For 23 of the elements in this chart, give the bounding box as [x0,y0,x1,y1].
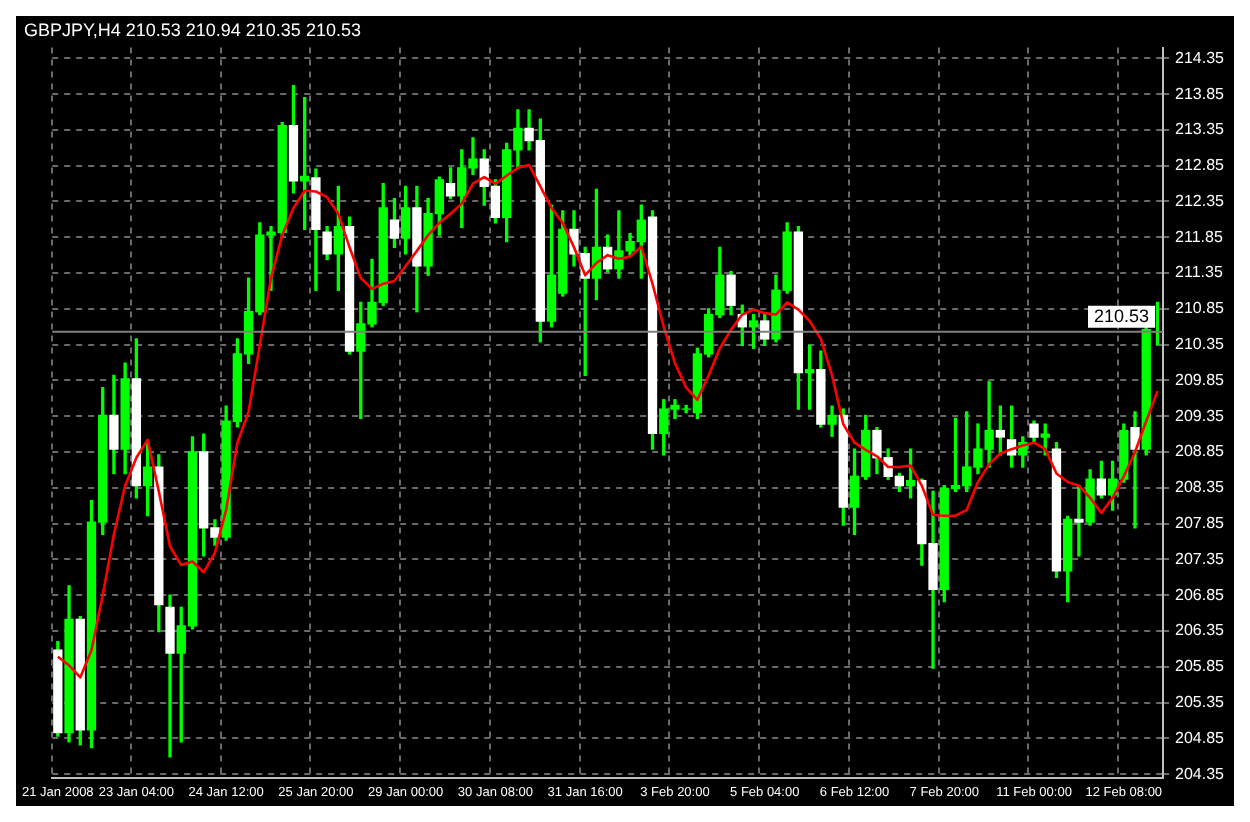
y-tick-label: 213.35 [1175,120,1226,139]
y-tick-label: 208.35 [1175,478,1226,497]
y-tick-label: 210.85 [1175,299,1226,318]
y-tick-label: 211.35 [1175,263,1224,282]
y-tick-label: 212.35 [1175,191,1226,210]
y-tick-label: 205.35 [1175,692,1226,711]
y-tick-label: 207.35 [1175,549,1226,568]
y-tick-label: 209.35 [1175,406,1226,425]
y-tick-label: 206.85 [1175,585,1226,604]
chart-title: GBPJPY,H4 210.53 210.94 210.35 210.53 [24,19,361,40]
y-tick-label: 207.85 [1175,513,1226,532]
y-tick-label: 204.35 [1175,764,1226,783]
ref-line-label: 210.53 [1094,305,1150,326]
y-tick-label: 208.85 [1175,442,1226,461]
y-tick-label: 213.85 [1175,84,1226,103]
y-tick-label: 210.35 [1175,335,1226,354]
y-tick-label: 211.85 [1175,227,1224,246]
y-tick-label: 212.85 [1175,156,1226,175]
y-tick-label: 214.35 [1175,48,1226,67]
y-tick-label: 205.85 [1175,657,1226,676]
y-tick-label: 204.85 [1175,728,1226,747]
y-tick-label: 209.85 [1175,370,1226,389]
y-tick-label: 206.35 [1175,621,1226,640]
